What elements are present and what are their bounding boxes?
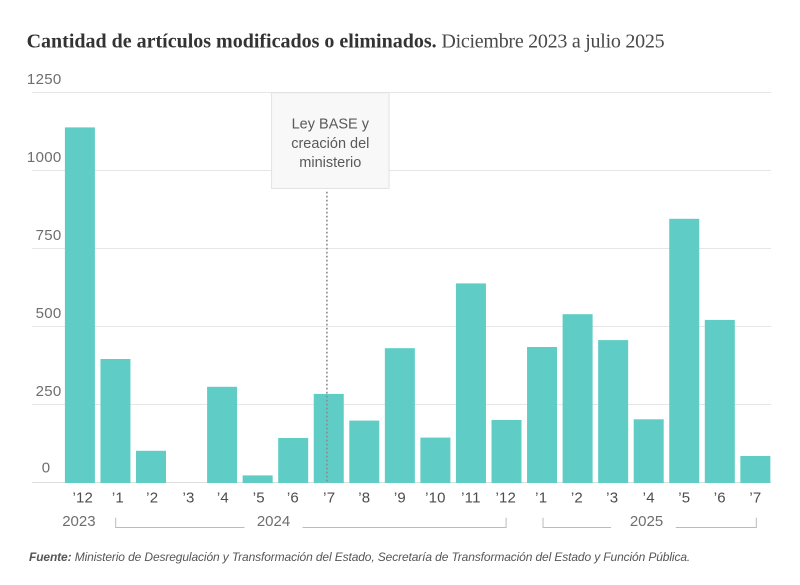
svg-text:’7: ’7 (749, 490, 761, 507)
svg-text:’9: ’9 (394, 490, 406, 507)
svg-text:’6: ’6 (714, 490, 726, 507)
svg-text:’3: ’3 (182, 490, 194, 507)
svg-text:’4: ’4 (217, 490, 229, 507)
svg-text:’5: ’5 (678, 490, 690, 507)
svg-text:1000: 1000 (27, 149, 62, 166)
svg-text:’12: ’12 (495, 490, 516, 507)
svg-text:ministerio: ministerio (299, 155, 361, 171)
svg-text:creación del: creación del (291, 136, 369, 152)
svg-text:’12: ’12 (72, 490, 93, 507)
svg-text:Cantidad de artículos modifica: Cantidad de artículos modificados o elim… (27, 31, 665, 53)
svg-text:500: 500 (36, 305, 62, 322)
svg-text:’7: ’7 (323, 490, 335, 507)
svg-text:2025: 2025 (630, 513, 663, 530)
svg-text:’1: ’1 (112, 490, 124, 507)
svg-text:’5: ’5 (253, 490, 265, 507)
svg-text:’2: ’2 (146, 490, 158, 507)
svg-text:2023: 2023 (62, 513, 95, 530)
svg-text:’6: ’6 (287, 490, 299, 507)
svg-text:’8: ’8 (358, 490, 370, 507)
svg-text:2024: 2024 (257, 513, 290, 530)
svg-text:’10: ’10 (425, 490, 446, 507)
svg-text:0: 0 (42, 460, 51, 477)
svg-text:250: 250 (36, 383, 62, 400)
svg-text:’1: ’1 (535, 490, 547, 507)
svg-text:’3: ’3 (606, 490, 618, 507)
svg-text:’4: ’4 (643, 490, 655, 507)
svg-text:’2: ’2 (571, 490, 583, 507)
svg-text:750: 750 (36, 227, 62, 244)
svg-text:1250: 1250 (27, 71, 62, 88)
svg-text:’11: ’11 (461, 490, 481, 507)
svg-text:Ley BASE y: Ley BASE y (292, 117, 370, 133)
svg-text:Fuente: Ministerio de Desregul: Fuente: Ministerio de Desregulación y Tr… (29, 550, 690, 564)
